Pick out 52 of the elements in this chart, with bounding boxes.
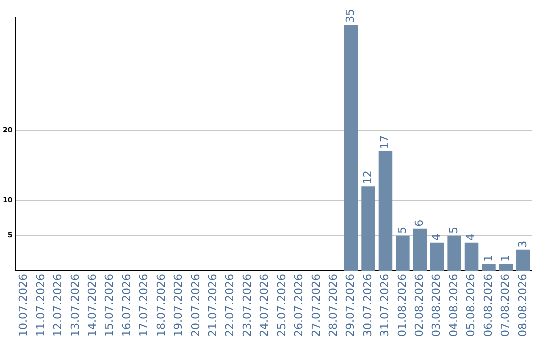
bar [362, 186, 376, 272]
data-label: 5 [447, 226, 460, 234]
x-tick-label: 19.07.2026 [172, 274, 186, 338]
data-label: 5 [396, 226, 409, 234]
bar [464, 242, 479, 272]
data-label: 4 [464, 234, 478, 241]
bar [499, 264, 514, 272]
data-label: 35 [344, 9, 358, 24]
x-tick-label: 04.08.2026 [447, 274, 460, 338]
x-tick-label: 15.07.2026 [103, 274, 116, 338]
data-label: 6 [413, 220, 426, 227]
x-tick-label: 16.07.2026 [120, 274, 134, 338]
bar [430, 242, 444, 272]
x-tick-label: 05.08.2026 [464, 274, 478, 338]
bar [448, 236, 462, 272]
x-tick-label: 29.07.2026 [344, 274, 358, 338]
x-tick-label: 02.08.2026 [413, 274, 426, 338]
x-tick-label: 14.07.2026 [86, 274, 100, 338]
data-label: 3 [516, 240, 530, 248]
bar [396, 236, 410, 272]
x-tick-label: 20.07.2026 [189, 274, 202, 338]
x-tick-label: 24.07.2026 [258, 274, 272, 338]
bar [516, 250, 530, 272]
bar [482, 264, 496, 272]
x-tick-label: 13.07.2026 [68, 274, 82, 338]
data-label: 4 [430, 234, 444, 241]
data-label: 1 [499, 254, 512, 262]
x-tick-label: 22.07.2026 [224, 274, 237, 338]
x-tick-label: 21.07.2026 [206, 274, 220, 338]
bar [344, 25, 358, 272]
x-tick-label: 03.08.2026 [430, 274, 444, 338]
x-tick-label: 06.08.2026 [482, 274, 495, 338]
x-tick-label: 07.08.2026 [499, 274, 512, 338]
data-label: 17 [378, 136, 392, 150]
data-label: 1 [482, 254, 495, 262]
x-tick-label: 31.07.2026 [378, 274, 392, 338]
x-tick-label: 12.07.2026 [52, 274, 65, 338]
x-tick-label: 01.08.2026 [396, 274, 409, 338]
x-tick-label: 27.07.2026 [310, 274, 323, 338]
x-tick-label: 08.08.2026 [516, 274, 530, 338]
data-label: 12 [361, 170, 374, 185]
x-tick-label: 10.07.2026 [17, 274, 30, 338]
x-tick-label: 17.07.2026 [138, 274, 151, 338]
x-tick-label: 11.07.2026 [34, 274, 48, 338]
x-tick-label: 25.07.2026 [275, 274, 288, 338]
x-tick-label: 30.07.2026 [361, 274, 374, 338]
x-tick-label: 18.07.2026 [154, 274, 168, 338]
x-tick-label: 23.07.2026 [240, 274, 254, 338]
x-tick-label: 28.07.2026 [326, 274, 340, 338]
bar [413, 228, 428, 272]
bar [378, 152, 393, 272]
x-tick-label: 26.07.2026 [292, 274, 306, 338]
